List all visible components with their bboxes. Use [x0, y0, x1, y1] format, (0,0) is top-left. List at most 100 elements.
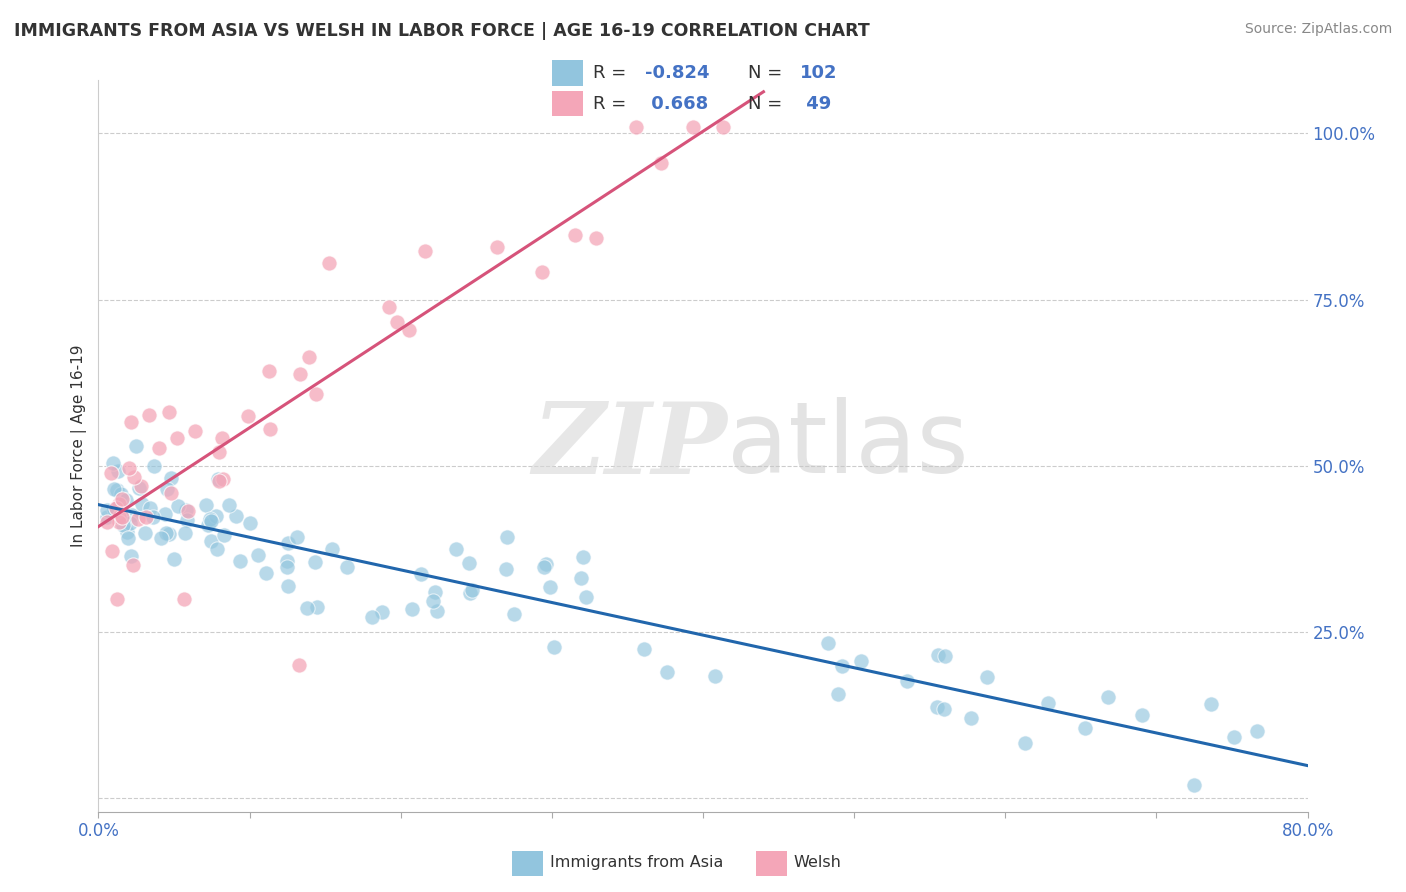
Point: [704, 669, 727, 683]
Point: [101, 544, 124, 558]
Point: [277, 536, 299, 550]
Point: [1223, 730, 1246, 744]
Point: [409, 566, 432, 581]
Point: [174, 525, 197, 540]
Point: [276, 554, 298, 568]
Point: [413, 244, 436, 258]
Point: [156, 482, 179, 496]
Point: [318, 255, 340, 269]
Point: [211, 431, 233, 445]
Text: Immigrants from Asia: Immigrants from Asia: [550, 855, 724, 870]
Point: [1199, 698, 1222, 712]
Point: [457, 556, 479, 570]
Point: [163, 551, 186, 566]
Point: [205, 509, 228, 524]
Point: [197, 518, 219, 533]
Bar: [512, 851, 543, 876]
Point: [502, 607, 524, 622]
Point: [288, 658, 311, 673]
Point: [564, 228, 586, 243]
Point: [536, 558, 558, 572]
Point: [153, 508, 176, 522]
Point: [254, 566, 277, 581]
Point: [131, 497, 153, 511]
Point: [121, 415, 143, 429]
Point: [530, 265, 553, 279]
Point: [626, 120, 648, 134]
Point: [246, 549, 269, 563]
Point: [143, 459, 166, 474]
Bar: [551, 61, 582, 86]
Point: [305, 599, 328, 614]
Point: [960, 711, 983, 725]
Point: [135, 510, 157, 524]
Point: [655, 665, 678, 680]
Text: Source: ZipAtlas.com: Source: ZipAtlas.com: [1244, 22, 1392, 37]
Y-axis label: In Labor Force | Age 16-19: In Labor Force | Age 16-19: [72, 344, 87, 548]
Point: [183, 424, 205, 438]
Point: [131, 478, 153, 492]
Point: [96, 503, 118, 517]
Point: [139, 500, 162, 515]
Point: [896, 673, 918, 688]
Text: ZIP: ZIP: [533, 398, 727, 494]
Point: [229, 554, 252, 568]
Point: [538, 580, 561, 594]
Point: [304, 555, 326, 569]
Point: [211, 472, 233, 486]
Point: [200, 534, 222, 549]
Point: [173, 591, 195, 606]
Point: [115, 524, 138, 539]
Point: [1073, 722, 1095, 736]
Point: [149, 532, 172, 546]
Point: [194, 498, 217, 512]
Point: [336, 559, 359, 574]
Point: [401, 602, 423, 616]
Point: [174, 503, 197, 517]
Point: [118, 516, 141, 530]
Point: [110, 487, 132, 501]
Point: [398, 323, 420, 337]
Point: [1097, 690, 1119, 705]
Point: [305, 387, 328, 401]
Point: [134, 525, 156, 540]
Point: [1246, 723, 1268, 738]
Point: [107, 497, 129, 511]
Point: [128, 482, 150, 496]
Point: [101, 456, 124, 470]
Point: [827, 687, 849, 701]
Point: [288, 368, 311, 382]
Point: [236, 409, 259, 423]
Point: [100, 467, 122, 481]
Text: N =: N =: [748, 95, 787, 112]
Point: [105, 483, 128, 497]
Point: [932, 702, 955, 716]
Point: [117, 531, 139, 545]
Point: [277, 579, 299, 593]
Point: [122, 558, 145, 572]
Point: [155, 525, 177, 540]
Point: [543, 640, 565, 654]
Text: R =: R =: [593, 95, 631, 112]
Point: [1184, 778, 1206, 792]
Text: -0.824: -0.824: [645, 64, 709, 82]
Point: [103, 482, 125, 496]
Point: [121, 508, 143, 522]
Point: [423, 585, 446, 599]
Point: [1036, 696, 1059, 710]
Point: [111, 509, 134, 524]
Point: [115, 492, 138, 507]
Point: [176, 513, 198, 527]
Point: [444, 541, 467, 556]
Point: [385, 315, 408, 329]
Point: [495, 562, 517, 576]
Point: [849, 654, 872, 668]
Point: [160, 486, 183, 500]
Point: [259, 421, 281, 435]
Text: R =: R =: [593, 64, 631, 82]
Point: [177, 504, 200, 518]
Point: [927, 648, 949, 662]
Point: [426, 604, 449, 618]
Point: [117, 460, 139, 475]
Point: [108, 510, 131, 524]
